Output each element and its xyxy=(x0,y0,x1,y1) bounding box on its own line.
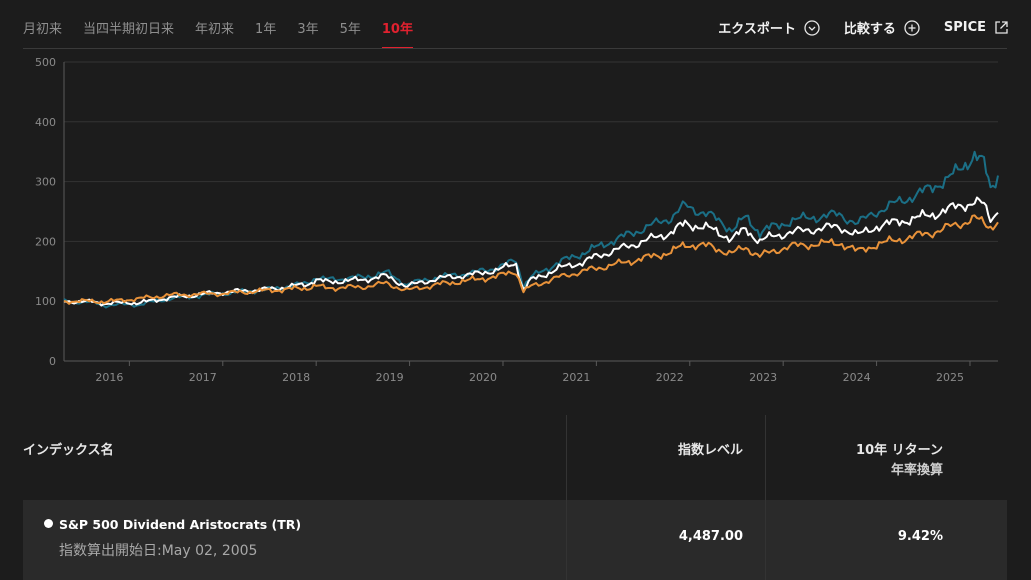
tab-3y[interactable]: 3年 xyxy=(297,22,319,37)
y-tick-label: 0 xyxy=(49,355,56,368)
y-tick-label: 500 xyxy=(35,56,56,69)
tab-mtd[interactable]: 月初来 xyxy=(23,22,63,37)
y-tick-label: 400 xyxy=(35,116,56,129)
chevron-down-circle-icon xyxy=(804,19,820,36)
index-table: インデックス名 指数レベル 10年 リターン 年率換算 S&P 500 Divi… xyxy=(23,415,1007,580)
series-line-2 xyxy=(63,214,999,305)
series-line-1 xyxy=(63,196,999,307)
y-tick-label: 100 xyxy=(35,295,56,308)
tab-1y[interactable]: 1年 xyxy=(255,22,277,37)
series-line-0 xyxy=(63,150,999,309)
x-tick-label: 2024 xyxy=(843,371,871,384)
tab-5y[interactable]: 5年 xyxy=(339,22,361,37)
row-return: 9.42% xyxy=(897,529,943,544)
performance-chart: 0 100 200 300 400 500 2016 2017 2018 2019 2020 2021… xyxy=(35,56,999,384)
export-label: エクスポート xyxy=(718,22,796,37)
tab-ytd[interactable]: 年初来 xyxy=(195,22,235,37)
period-tabs: 月初来 当四半期初日来 年初来 1年 3年 5年 10年 xyxy=(23,19,434,49)
table-row[interactable]: S&P 500 Dividend Aristocrats (TR) 指数算出開始… xyxy=(23,500,1007,580)
chart-actions: エクスポート 比較する SPICE xyxy=(718,18,1009,37)
external-link-icon xyxy=(994,20,1009,35)
tab-10y[interactable]: 10年 xyxy=(381,19,414,49)
table-header: インデックス名 指数レベル 10年 リターン 年率換算 xyxy=(23,415,1007,500)
header-return-annualized: 年率換算 xyxy=(890,463,943,478)
plus-circle-icon xyxy=(904,19,920,36)
row-inception-date: 指数算出開始日:May 02, 2005 xyxy=(59,543,258,559)
tab-qtd[interactable]: 当四半期初日来 xyxy=(83,22,175,37)
column-divider xyxy=(566,415,567,580)
x-tick-label: 2018 xyxy=(282,371,310,384)
x-tick-label: 2023 xyxy=(749,371,777,384)
header-return: 10年 リターン xyxy=(856,443,943,458)
header-index-name: インデックス名 xyxy=(23,443,114,458)
compare-button[interactable]: 比較する xyxy=(844,18,920,37)
y-tick-label: 200 xyxy=(35,235,56,248)
tabs-divider xyxy=(23,48,1007,49)
spice-label: SPICE xyxy=(943,20,986,35)
spice-link[interactable]: SPICE xyxy=(944,20,1009,35)
series-dot-icon xyxy=(44,519,53,528)
x-tick-label: 2022 xyxy=(656,371,684,384)
export-button[interactable]: エクスポート xyxy=(718,18,820,37)
compare-label: 比較する xyxy=(843,22,896,37)
column-divider xyxy=(765,415,766,580)
x-tick-label: 2020 xyxy=(469,371,497,384)
x-tick-label: 2021 xyxy=(562,371,590,384)
header-index-level: 指数レベル xyxy=(677,443,743,458)
x-tick-label: 2017 xyxy=(189,371,217,384)
x-tick-label: 2025 xyxy=(936,371,964,384)
row-index-name: S&P 500 Dividend Aristocrats (TR) xyxy=(59,517,302,532)
x-tick-label: 2019 xyxy=(376,371,404,384)
y-tick-label: 300 xyxy=(35,176,56,189)
x-tick-label: 2016 xyxy=(95,371,123,384)
row-index-level: 4,487.00 xyxy=(678,529,743,544)
